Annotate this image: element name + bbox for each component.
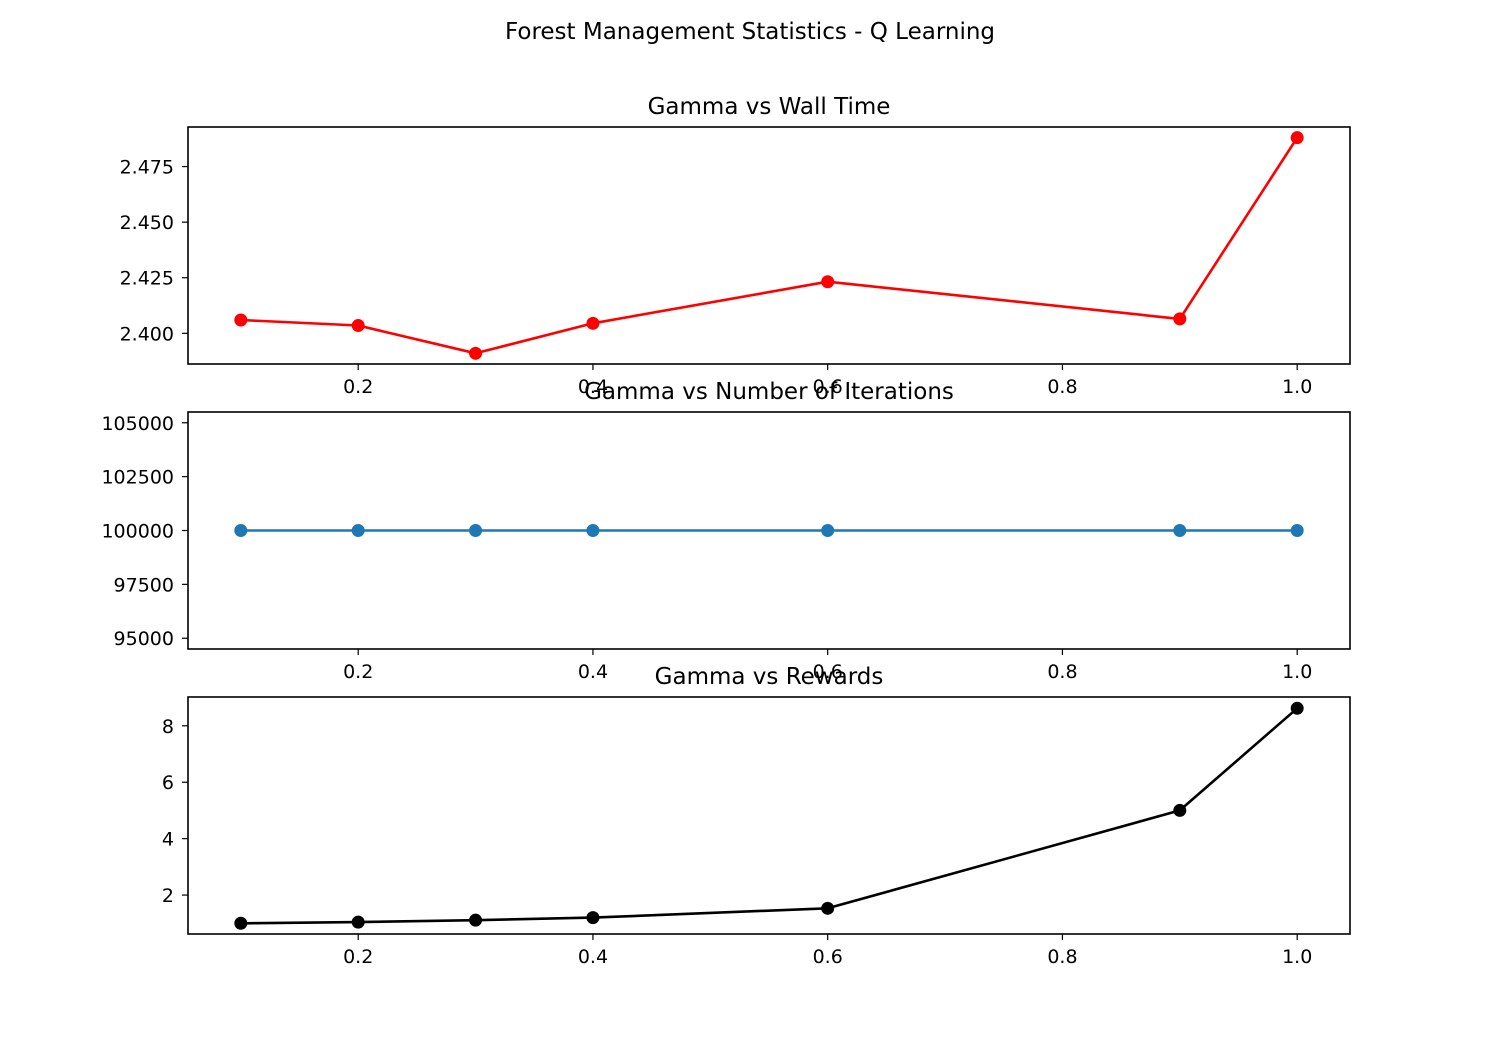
data-point-wall-time	[821, 275, 835, 289]
y-tick-label: 2.400	[120, 323, 174, 345]
data-point-iterations	[586, 524, 600, 537]
y-tick-label: 2.425	[120, 268, 174, 290]
chart-title-wall-time: Gamma vs Wall Time	[648, 94, 891, 120]
data-point-rewards	[821, 901, 835, 915]
x-tick-label: 0.4	[578, 376, 608, 398]
y-tick-label: 2.450	[120, 212, 174, 234]
data-point-wall-time	[1290, 131, 1304, 145]
y-tick-label: 105000	[101, 413, 174, 435]
chart-rewards: Gamma vs Rewards 0.2 0.4 0.6 0.8 1.0 2 4 6 8	[162, 664, 1351, 968]
chart-wall-time: Gamma vs Wall Time 0.2 0.4 0.6 0.8 1.0 2.400 2.…	[120, 94, 1351, 398]
x-tick-label: 0.2	[343, 376, 373, 398]
data-point-rewards	[586, 911, 600, 925]
x-tick-label: 0.4	[578, 946, 608, 968]
axes-frame	[187, 411, 1351, 650]
y-tick-label: 4	[162, 829, 174, 851]
x-tick-label: 1.0	[1282, 661, 1312, 683]
data-point-iterations	[351, 524, 365, 537]
y-tick-label: 8	[162, 716, 174, 738]
data-point-iterations	[1290, 524, 1304, 537]
data-point-wall-time	[469, 346, 483, 360]
axes-frame	[187, 696, 1351, 935]
x-tick-label: 1.0	[1282, 376, 1312, 398]
y-tick-label: 6	[162, 772, 174, 794]
y-tick-label: 102500	[101, 467, 174, 489]
x-tick-label: 0.8	[1047, 946, 1077, 968]
data-point-wall-time	[234, 313, 248, 327]
y-tick-label: 97500	[114, 574, 174, 596]
x-tick-label: 1.0	[1282, 946, 1312, 968]
y-tick-label: 2	[162, 885, 174, 907]
x-tick-label: 0.8	[1047, 376, 1077, 398]
y-tick-label: 95000	[114, 628, 174, 650]
x-tick-label: 0.6	[813, 661, 843, 683]
data-point-iterations	[821, 524, 835, 537]
series-line-rewards	[240, 707, 1299, 925]
data-point-iterations	[234, 524, 248, 537]
figure-title: Forest Management Statistics - Q Learnin…	[505, 19, 995, 45]
data-point-wall-time	[1173, 312, 1187, 326]
data-point-rewards	[1173, 803, 1187, 817]
data-point-wall-time	[351, 319, 365, 333]
chart-title-iterations: Gamma vs Number of Iterations	[584, 379, 954, 405]
data-point-rewards	[1290, 701, 1304, 715]
series-line-wall-time	[240, 136, 1299, 355]
y-tick-label: 2.475	[120, 157, 174, 179]
data-point-iterations	[1173, 524, 1187, 537]
data-point-rewards	[234, 916, 248, 930]
data-point-rewards	[469, 913, 483, 927]
x-tick-label: 0.8	[1047, 661, 1077, 683]
y-tick-label: 100000	[101, 521, 174, 543]
data-point-rewards	[351, 915, 365, 929]
chart-title-rewards: Gamma vs Rewards	[655, 664, 884, 690]
data-point-iterations	[469, 524, 483, 537]
axes-frame	[187, 126, 1351, 365]
x-tick-label: 0.2	[343, 661, 373, 683]
chart-iterations: Gamma vs Number of Iterations 0.2 0.4 0.6 0.…	[101, 379, 1351, 683]
x-tick-label: 0.4	[578, 661, 608, 683]
x-tick-label: 0.6	[813, 946, 843, 968]
x-tick-label: 0.2	[343, 946, 373, 968]
x-tick-label: 0.6	[813, 376, 843, 398]
data-point-wall-time	[586, 316, 600, 330]
